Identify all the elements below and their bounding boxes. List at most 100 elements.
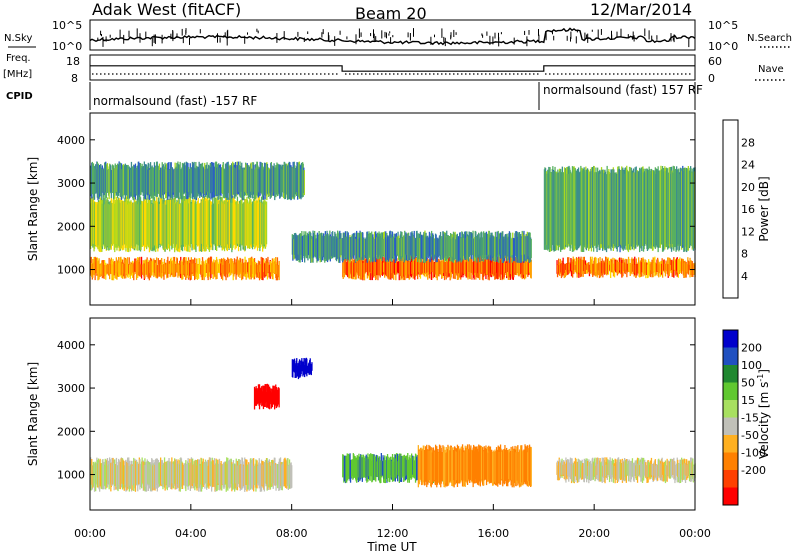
data-cell <box>311 362 313 371</box>
data-cell <box>628 258 630 271</box>
power-colorbar-tick: 12 <box>741 225 755 238</box>
noise-spike <box>386 32 387 39</box>
noise-spike <box>388 33 390 36</box>
data-cell <box>589 256 592 270</box>
cpid-segment-2: normalsound (fast) 157 RF <box>543 83 703 97</box>
noise-spike <box>407 32 409 38</box>
velocity-colorbar-swatch <box>723 417 738 436</box>
noise-spike <box>656 35 658 40</box>
noise-spike <box>170 33 172 39</box>
x-tick-label: 12:00 <box>377 527 409 540</box>
noise-spike <box>355 34 357 45</box>
noise-spike <box>409 33 411 41</box>
noise-spike <box>620 28 622 37</box>
noise-spike <box>633 35 635 42</box>
noise-spike <box>450 32 452 38</box>
data-cell <box>530 447 532 487</box>
noise-spike <box>552 31 553 35</box>
noise-spike <box>492 36 494 45</box>
velocity-colorbar-tick: 50 <box>741 377 755 390</box>
noise-spike <box>489 35 491 45</box>
beam-title: Beam 20 <box>355 4 427 23</box>
noise-spike <box>373 33 375 42</box>
noise-spike <box>526 36 528 47</box>
noise-spike <box>553 35 555 41</box>
noise-spike <box>297 31 299 37</box>
noise-spike <box>189 37 190 45</box>
noise-spike <box>176 33 178 38</box>
noise-spike <box>453 29 455 37</box>
noise-spike <box>123 34 125 44</box>
cpid-segment-1: normalsound (fast) -157 RF <box>93 94 257 108</box>
data-cell <box>673 257 676 270</box>
y-tick-label: 3000 <box>57 177 85 190</box>
y-tick-label: 4000 <box>57 339 85 352</box>
y-tick-label: 4000 <box>57 134 85 147</box>
velocity-colorbar-frame <box>722 329 739 506</box>
velocity-colorbar-swatch <box>723 400 738 418</box>
noise-spike <box>455 32 457 35</box>
x-tick-label: 16:00 <box>477 527 509 540</box>
noise-spike <box>276 33 278 43</box>
noise-spike <box>616 31 618 38</box>
noise-spike <box>576 29 578 33</box>
power-y-ticks: 1000 2000 3000 4000 <box>57 134 695 277</box>
noise-spike <box>224 32 226 36</box>
noise-spike <box>360 32 362 37</box>
cpid-label: CPID <box>6 91 33 102</box>
data-cell <box>278 260 280 281</box>
velocity-data-layer <box>90 357 696 492</box>
noise-spike <box>498 37 500 47</box>
noise-spike <box>256 28 258 32</box>
noise-spike <box>151 37 153 47</box>
x-tick-label: 00:00 <box>679 527 711 540</box>
power-colorbar-tick: 4 <box>741 270 748 283</box>
velocity-colorbar-swatch <box>723 330 738 348</box>
noise-spike <box>181 28 183 36</box>
data-cell <box>278 388 280 408</box>
noise-spike <box>136 28 138 38</box>
noise-spike <box>648 30 650 40</box>
velocity-colorbar-label-exponent: -1 <box>756 374 765 382</box>
velocity-colorbar-label-main: Velocity [m s <box>757 382 771 459</box>
power-data-layer <box>90 161 696 281</box>
noise-spike <box>651 35 653 41</box>
noise-spike <box>430 36 432 45</box>
station-title: Adak West (fitACF) <box>92 0 241 19</box>
velocity-colorbar-tick: 200 <box>741 342 762 355</box>
velocity-y-ticks: 1000 2000 3000 4000 <box>57 339 695 482</box>
data-cell <box>296 358 298 373</box>
data-cell <box>303 170 305 196</box>
power-colorbar-tick: 16 <box>741 203 755 216</box>
noise-spike <box>370 33 372 37</box>
velocity-y-axis-label: Slant Range [km] <box>26 362 40 466</box>
velocity-colorbar-label: Velocity [m s-1] <box>756 369 771 459</box>
data-cell <box>564 264 566 278</box>
noise-spike <box>339 30 341 35</box>
noise-spike <box>498 32 499 41</box>
noise-spike <box>97 37 99 41</box>
velocity-panel: 1000 2000 3000 4000 Slant Range [km] 200 100… <box>26 317 771 511</box>
freq-trace <box>90 65 695 72</box>
velocity-colorbar-swatch <box>723 382 738 401</box>
y-tick-label: 2000 <box>57 220 85 233</box>
nsearch-label: N.Search <box>747 33 792 44</box>
noise-spike <box>566 35 568 41</box>
noise-spike <box>672 37 674 41</box>
noise-spike <box>154 34 156 44</box>
velocity-colorbar-tick: -200 <box>741 464 766 477</box>
noise-spike <box>109 34 111 38</box>
velocity-colorbar-swatch <box>723 470 738 488</box>
noise-spike <box>223 35 225 38</box>
noise-spike <box>381 30 383 39</box>
noise-spike <box>346 36 348 40</box>
noise-spike <box>513 37 515 45</box>
nave-tick-bottom: 0 <box>708 72 715 85</box>
noise-spike <box>119 29 121 39</box>
velocity-colorbar-tick: -50 <box>741 429 759 442</box>
velocity-colorbar-tick: 100 <box>741 359 762 372</box>
y-tick-label: 2000 <box>57 425 85 438</box>
noise-panel-frame <box>89 19 696 51</box>
nsky-label: N.Sky <box>4 33 32 44</box>
velocity-colorbar-swatch <box>723 347 738 366</box>
